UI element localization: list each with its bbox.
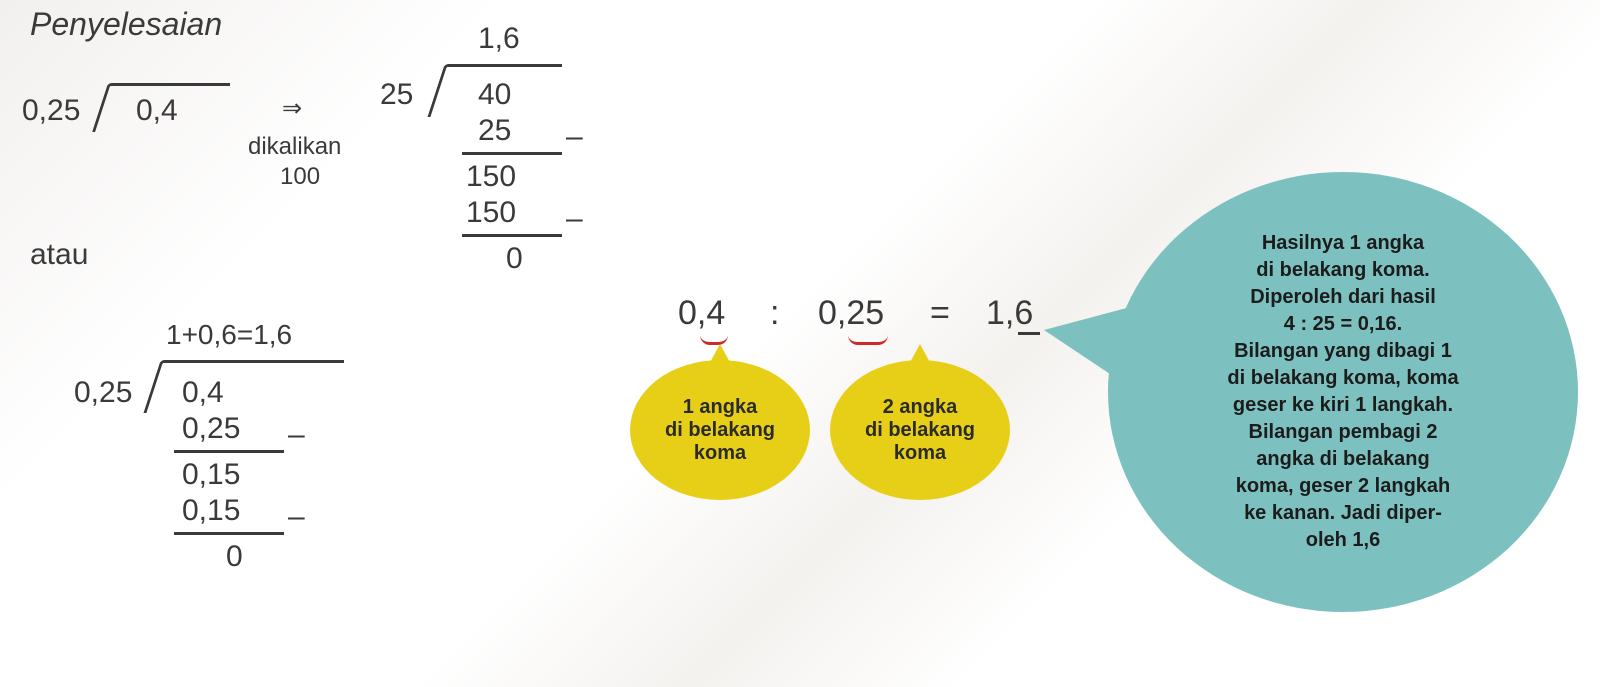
ld3-row5: 0 <box>226 540 243 573</box>
bubble-left-l1: 1 angka <box>665 396 775 419</box>
ld3-row2: 0,25 <box>182 412 240 445</box>
callout-yellow-left: 1 angka di belakang koma <box>630 360 810 500</box>
teal-l12: oleh 1,6 <box>1227 527 1458 554</box>
bubble-right-l3: koma <box>865 442 975 465</box>
red-marker-2 <box>848 332 888 345</box>
ld3-quotient: 1+0,6=1,6 <box>166 320 292 351</box>
ld3-row1: 0,4 <box>182 376 224 409</box>
teal-l4: 4 : 25 = 0,16. <box>1227 311 1458 338</box>
underline-result <box>1018 332 1040 335</box>
minus-icon: – <box>566 202 583 236</box>
bubble-left-l3: koma <box>665 442 775 465</box>
eq-c: 1,6 <box>986 294 1033 333</box>
ld2-divisor: 25 <box>380 78 413 111</box>
ld2-row1: 40 <box>478 78 511 111</box>
ld3-row4: 0,15 <box>182 494 240 527</box>
multiply-note-1: dikalikan <box>248 134 341 160</box>
ld3-divisor: 0,25 <box>74 376 132 409</box>
bubble-right-l2: di belakang <box>865 419 975 442</box>
page-title: Penyelesaian <box>30 6 222 43</box>
minus-icon: – <box>288 418 305 452</box>
ld2-quotient: 1,6 <box>478 22 520 55</box>
teal-l1: Hasilnya 1 angka <box>1227 230 1458 257</box>
minus-icon: – <box>566 120 583 154</box>
teal-l2: di belakang koma. <box>1227 257 1458 284</box>
eq-b: 0,25 <box>818 294 884 333</box>
ld1-dividend: 0,4 <box>136 94 178 127</box>
teal-l9: angka di belakang <box>1227 446 1458 473</box>
teal-l11: ke kanan. Jadi diper- <box>1227 500 1458 527</box>
ld2-row4: 150 <box>466 196 516 229</box>
bubble-left-l2: di belakang <box>665 419 775 442</box>
eq-op2: = <box>930 294 950 333</box>
minus-icon: – <box>288 500 305 534</box>
teal-l8: Bilangan pembagi 2 <box>1227 419 1458 446</box>
arrow-icon: ⇒ <box>282 96 302 122</box>
teal-l3: Diperoleh dari hasil <box>1227 284 1458 311</box>
bubble-right-l1: 2 angka <box>865 396 975 419</box>
ld2-row3: 150 <box>466 160 516 193</box>
callout-yellow-right: 2 angka di belakang koma <box>830 360 1010 500</box>
ld3-row3: 0,15 <box>182 458 240 491</box>
teal-l5: Bilangan yang dibagi 1 <box>1227 338 1458 365</box>
ld2-row5: 0 <box>506 242 523 275</box>
teal-l10: koma, geser 2 langkah <box>1227 473 1458 500</box>
callout-teal: Hasilnya 1 angka di belakang koma. Diper… <box>1108 172 1578 612</box>
teal-l6: di belakang koma, koma <box>1227 365 1458 392</box>
eq-a: 0,4 <box>678 294 725 333</box>
teal-l7: geser ke kiri 1 langkah. <box>1227 392 1458 419</box>
ld1-divisor: 0,25 <box>22 94 80 127</box>
eq-op1: : <box>770 294 779 333</box>
atau-label: atau <box>30 238 88 272</box>
multiply-note-2: 100 <box>280 164 320 190</box>
ld2-row2: 25 <box>478 114 511 147</box>
